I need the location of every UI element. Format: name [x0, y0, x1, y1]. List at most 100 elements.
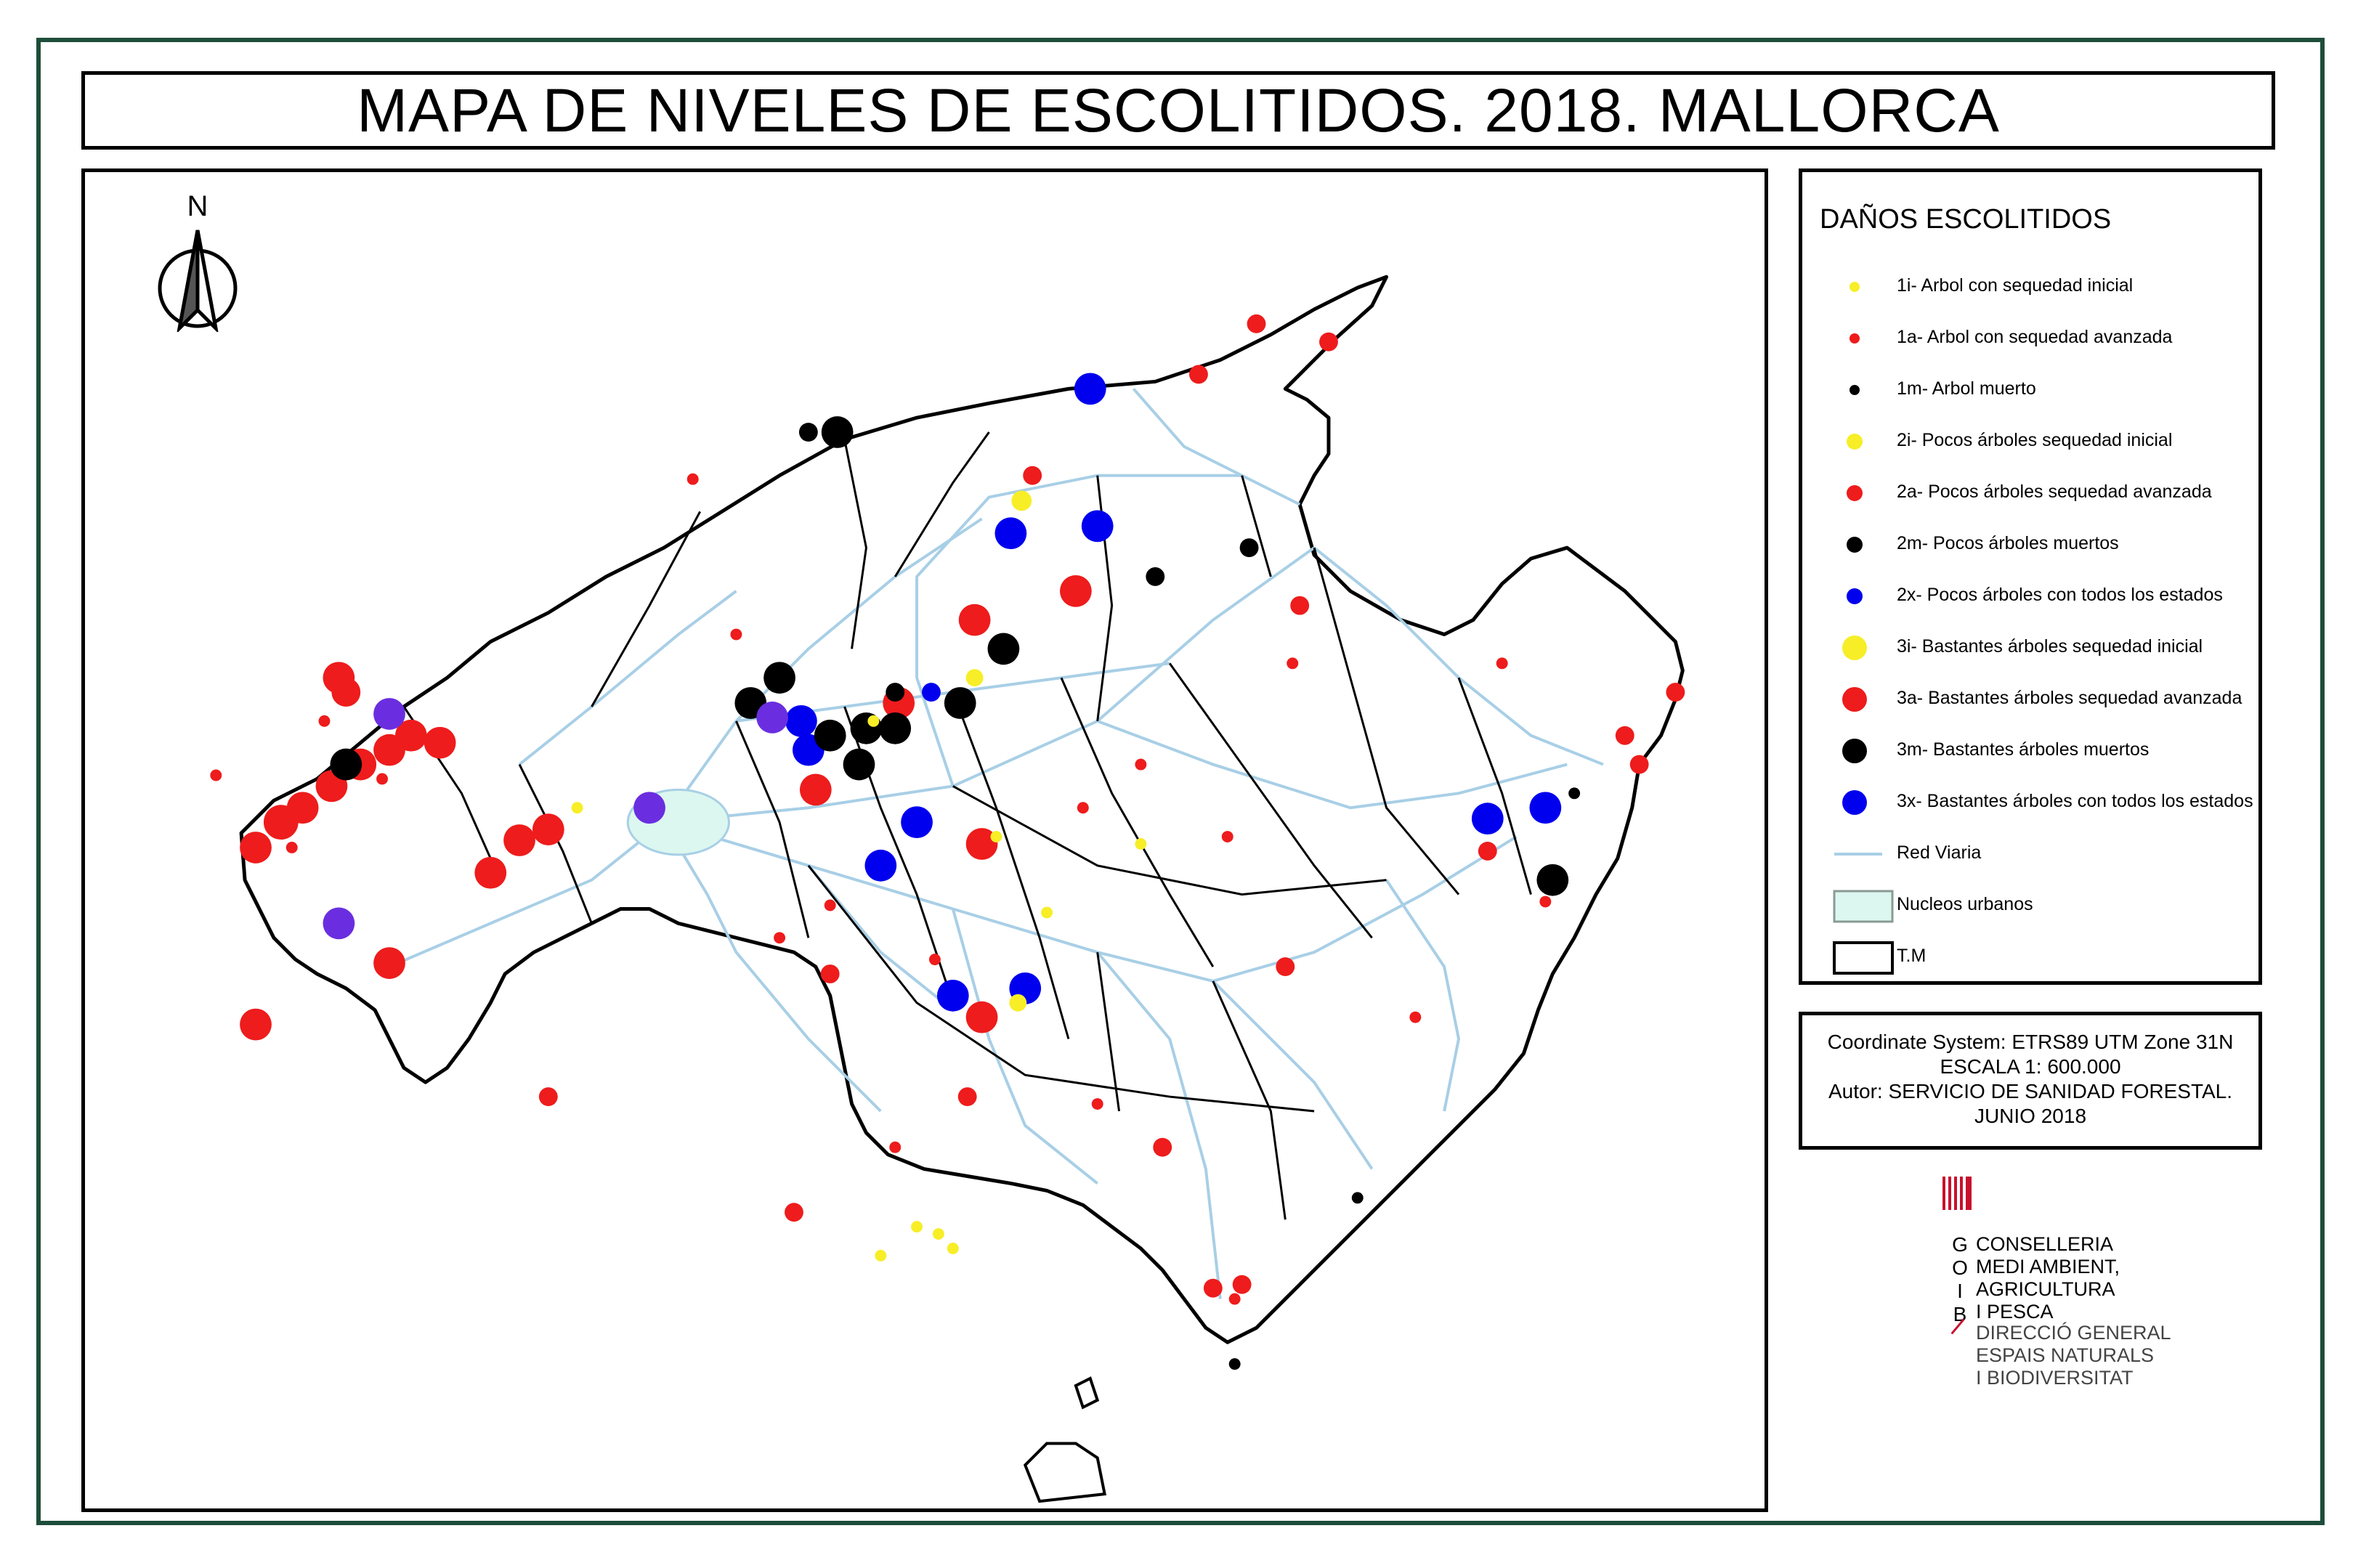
legend-label: 3x- Bastantes árboles con todos los esta… — [1897, 791, 2253, 811]
point-2a — [1276, 957, 1295, 976]
conselleria-line: CONSELLERIA — [1976, 1233, 2114, 1255]
legend-symbol — [1824, 471, 1904, 515]
point-1a — [824, 899, 836, 911]
goib-letter: G — [1952, 1233, 1968, 1256]
point-1a — [285, 841, 298, 853]
point-3x — [994, 517, 1027, 550]
point-2i — [1009, 994, 1027, 1012]
point-2a — [1232, 1275, 1252, 1294]
point-3a — [394, 719, 427, 752]
legend-symbol — [1824, 781, 1904, 824]
point-1a — [1221, 831, 1233, 842]
point-1a — [1135, 758, 1147, 771]
point-3m — [987, 633, 1020, 665]
point-2a — [1247, 314, 1266, 333]
point-2a — [1189, 365, 1208, 384]
legend-symbol — [1824, 884, 1904, 927]
point-2x — [922, 683, 941, 702]
legend-label: 3m- Bastantes árboles muertos — [1897, 739, 2150, 760]
legend-item-urban: Nucleos urbanos — [1802, 884, 2258, 927]
point-purple — [323, 907, 355, 940]
title-box: MAPA DE NIVELES DE ESCOLITIDOS. 2018. MA… — [81, 71, 2275, 150]
point-1i — [1135, 838, 1147, 850]
island-outline — [239, 275, 1685, 1344]
legend-label: Red Viaria — [1897, 842, 1982, 863]
point-3m — [821, 416, 854, 448]
point-2a — [785, 1203, 803, 1222]
point-3a — [958, 604, 991, 636]
point-1a — [1496, 657, 1508, 670]
point-2a — [820, 964, 840, 983]
point-purple — [373, 698, 405, 730]
legend-symbol — [1824, 523, 1904, 566]
goib-logo: G O I B CONSELLERIA MEDI AMBIENT, AGRICU… — [1938, 1175, 2243, 1393]
legend-item-2a: 2a- Pocos árboles sequedad avanzada — [1802, 471, 2258, 515]
legend-label: 2x- Pocos árboles con todos los estados — [1897, 585, 2223, 605]
goib-letters: G O I B — [1950, 1233, 1970, 1326]
point-3x — [1529, 792, 1562, 824]
point-3m — [330, 748, 362, 781]
legend-label: 1m- Arbol muerto — [1897, 378, 2036, 399]
legend-panel: DAÑOS ESCOLITIDOS 1i- Arbol con sequedad… — [1799, 168, 2262, 985]
outer-frame — [36, 38, 2325, 1525]
legend-item-2m: 2m- Pocos árboles muertos — [1802, 523, 2258, 566]
point-1a — [376, 773, 389, 785]
legend-label: 1i- Arbol con sequedad inicial — [1897, 275, 2134, 296]
legend-symbol — [1824, 368, 1904, 412]
legend-symbol — [1824, 574, 1904, 618]
point-3a — [424, 726, 456, 759]
point-3x — [785, 705, 817, 737]
legend-item-2x: 2x- Pocos árboles con todos los estados — [1802, 574, 2258, 618]
point-1a — [1409, 1011, 1422, 1023]
legend-label: Nucleos urbanos — [1897, 894, 2033, 914]
point-3x — [936, 979, 969, 1012]
point-3m — [814, 719, 846, 752]
legend-label: 3i- Bastantes árboles sequedad inicial — [1897, 636, 2203, 657]
legend-symbol — [1824, 729, 1904, 773]
conselleria-text: CONSELLERIA MEDI AMBIENT, AGRICULTURA I … — [1976, 1233, 2120, 1323]
point-2a — [1153, 1137, 1172, 1157]
point-3a — [503, 824, 535, 856]
point-3a — [965, 1001, 998, 1033]
legend-label: 1a- Arbol con sequedad avanzada — [1897, 327, 2173, 347]
goib-emblem-icon — [1942, 1177, 1972, 1210]
point-1m — [1351, 1192, 1364, 1204]
point-1a — [1077, 802, 1089, 814]
legend-symbol — [1824, 317, 1904, 360]
map-canvas[interactable] — [85, 172, 1765, 1508]
point-1a — [210, 769, 222, 781]
coordinate-system: Coordinate System: ETRS89 UTM Zone 31N — [1827, 1031, 2234, 1053]
map-title: MAPA DE NIVELES DE ESCOLITIDOS. 2018. MA… — [357, 76, 2000, 145]
conselleria-line: MEDI AMBIENT, — [1976, 1256, 2120, 1277]
point-3a — [286, 792, 319, 824]
legend-label: 2m- Pocos árboles muertos — [1897, 533, 2119, 553]
point-2m — [1146, 567, 1165, 586]
point-3a — [331, 678, 361, 707]
islet — [1074, 1376, 1100, 1410]
legend-symbol — [1824, 678, 1904, 721]
legend-item-1a: 1a- Arbol con sequedad avanzada — [1802, 317, 2258, 360]
point-3a — [240, 832, 272, 864]
legend-item-1m: 1m- Arbol muerto — [1802, 368, 2258, 412]
point-2a — [1478, 841, 1497, 861]
legend-item-3x: 3x- Bastantes árboles con todos los esta… — [1802, 781, 2258, 824]
conselleria-line: AGRICULTURA — [1976, 1278, 2115, 1300]
legend-title: DAÑOS ESCOLITIDOS — [1820, 204, 2112, 235]
point-3x — [901, 806, 933, 839]
point-3x — [1074, 373, 1106, 405]
point-3a — [965, 828, 998, 860]
point-1a — [928, 954, 941, 966]
point-1m — [1568, 787, 1581, 800]
point-1a — [774, 932, 786, 944]
point-1i — [571, 802, 583, 814]
point-2a — [1319, 332, 1338, 352]
point-2m — [798, 423, 818, 442]
map-panel[interactable]: N — [81, 168, 1768, 1512]
legend-item-3i: 3i- Bastantes árboles sequedad inicial — [1802, 626, 2258, 670]
date: JUNIO 2018 — [1974, 1105, 2087, 1127]
point-3x — [864, 849, 897, 882]
point-1a — [1539, 895, 1552, 908]
point-2a — [1290, 596, 1310, 615]
goib-letter: O — [1952, 1256, 1968, 1279]
cabrera-island — [1023, 1442, 1107, 1503]
